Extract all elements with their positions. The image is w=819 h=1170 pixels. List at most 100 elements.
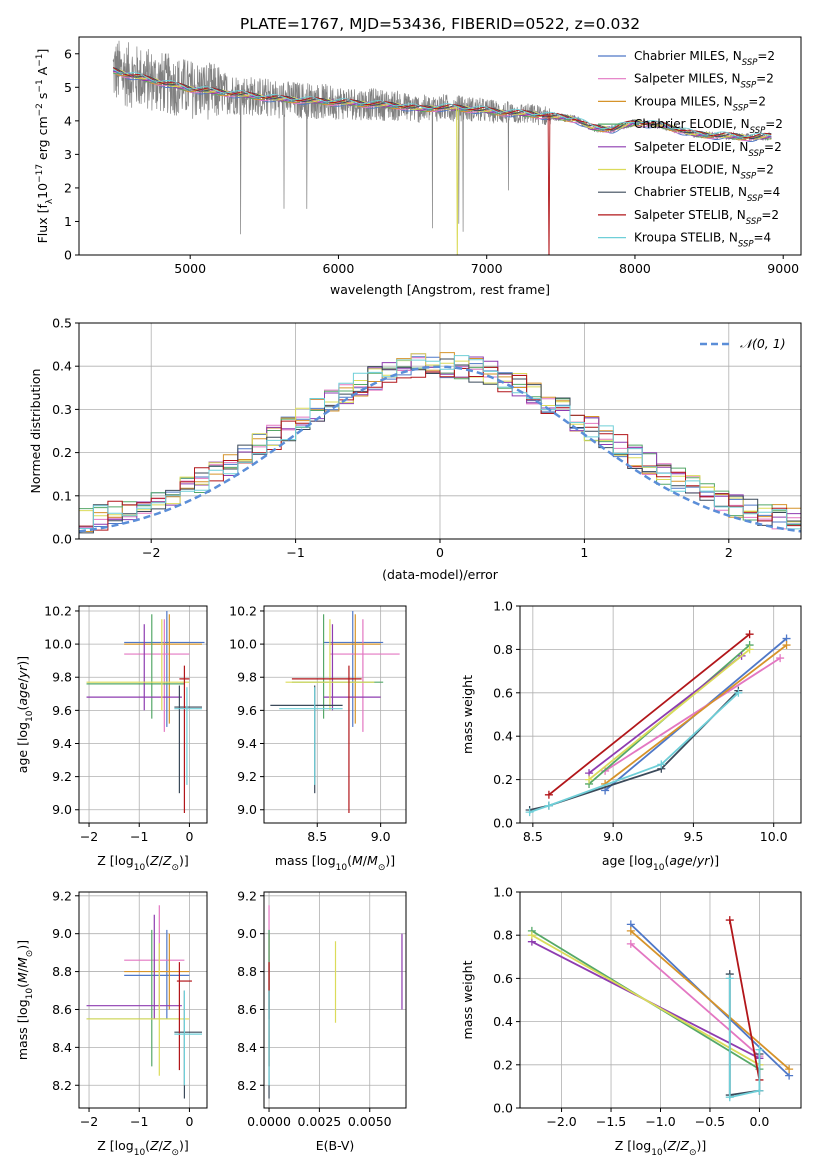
legend-label: Salpeter STELIB, NSSP=2: [634, 208, 779, 227]
y-tick-label: 1: [64, 214, 72, 229]
x-tick-label: 0: [185, 829, 193, 844]
x-tick-label: 0.0000: [247, 1114, 291, 1129]
weight-marker: [527, 931, 536, 940]
weight-line: [630, 943, 760, 1057]
plot-area: [86, 610, 205, 814]
legend-label: Kroupa STELIB, NSSP=4: [634, 231, 771, 250]
y-tick-label: 0.4: [493, 729, 513, 744]
plot-area: [86, 905, 202, 1099]
normal-curve: [79, 365, 801, 533]
y-tick-label: 8.6: [237, 1002, 257, 1017]
y-tick-label: 0.4: [52, 359, 72, 374]
y-tick-label: 9.2: [237, 769, 257, 784]
x-tick-label: 10.0: [760, 829, 788, 844]
mass-vs-ebv-plot: 0.0000 0.0025 0.0050 8.2 8.4 8.6 8.8 9.0 9.2 E(B-…: [237, 888, 407, 1153]
spectrum-model-line: [112, 68, 772, 138]
y-tick-label: 10.2: [229, 603, 257, 618]
x-tick-label: 0: [436, 545, 444, 560]
x-tick-label: 8.5: [307, 829, 327, 844]
x-tick-label: −2: [80, 829, 98, 844]
y-axis-label: Flux [fλ10−17 erg cm−2 s−1 A−1]: [35, 49, 55, 244]
weight-marker: [776, 654, 785, 663]
x-tick-label: 0: [185, 1114, 193, 1129]
y-tick-label: 9.2: [237, 888, 257, 903]
y-tick-label: 0.2: [52, 445, 72, 460]
x-tick-label: 9.5: [683, 829, 703, 844]
x-axis-label: Z [log10(Z/Z⊙)]: [97, 1138, 189, 1158]
legend-label: Salpeter MILES, NSSP=2: [634, 72, 774, 91]
weight-line: [604, 644, 788, 785]
weight-marker: [785, 1065, 794, 1074]
y-tick-label: 9.6: [237, 703, 257, 718]
y-tick-label: 1.0: [493, 885, 513, 900]
x-tick-label: −1: [130, 1114, 148, 1129]
y-tick-label: 9.2: [52, 888, 72, 903]
y-tick-label: 9.8: [237, 670, 257, 685]
weight-line: [604, 657, 781, 772]
y-tick-label: 0.4: [493, 1014, 513, 1029]
grid: [79, 606, 207, 823]
x-tick-label: 9000: [767, 261, 799, 276]
y-axis-label: mass [log10(M/M⊙)]: [15, 940, 35, 1060]
spectrum-plot: 5000 6000 7000 8000 9000 0 1 2 3 4 5 6 wavelength [A…: [35, 36, 802, 297]
weight-marker: [725, 916, 734, 925]
y-tick-label: 0.0: [493, 816, 513, 831]
spectrum-model-line: [113, 72, 772, 140]
x-tick-label: 0.0025: [298, 1114, 342, 1129]
y-tick-label: 3: [64, 147, 72, 162]
x-tick-label: 0.0050: [348, 1114, 392, 1129]
legend-label: Salpeter ELODIE, NSSP=2: [634, 140, 782, 159]
y-tick-label: 8.6: [52, 1002, 72, 1017]
y-tick-label: 9.8: [52, 670, 72, 685]
age-vs-metallicity-plot: −2 −1 0 9.0 9.2 9.4 9.6 9.8 10.0 10.2 Z [log10(Z/Z…: [15, 603, 208, 873]
y-tick-label: 8.2: [237, 1078, 257, 1093]
plot-area: [268, 905, 403, 1099]
y-tick-label: 0.0: [52, 532, 72, 547]
weight-marker: [544, 790, 553, 799]
x-axis-label: Z [log10(Z/Z⊙)]: [615, 1138, 707, 1158]
plot-area: [527, 916, 794, 1102]
x-tick-label: 6000: [323, 261, 355, 276]
y-tick-label: 0.2: [493, 772, 513, 787]
y-tick-label: 1.0: [493, 599, 513, 614]
y-tick-label: 10.2: [44, 603, 72, 618]
axes-frame: [78, 36, 802, 256]
y-tick-label: 9.0: [52, 802, 72, 817]
y-tick-label: 0: [64, 248, 72, 263]
weight-marker: [626, 926, 635, 935]
y-axis-label: Normed distribution: [28, 369, 43, 494]
plot-area: [112, 40, 772, 255]
weight-marker: [755, 1045, 764, 1054]
grid: [264, 606, 406, 823]
x-tick-label: −2: [142, 545, 160, 560]
x-tick-label: 9.0: [603, 829, 623, 844]
y-tick-label: 8.2: [52, 1078, 72, 1093]
grid: [520, 605, 801, 824]
spectrum-data-line: [112, 40, 772, 235]
x-tick-label: 8000: [619, 261, 651, 276]
y-tick-label: 10.0: [229, 637, 257, 652]
weight-line: [630, 930, 790, 1070]
y-axis-label: mass weight: [460, 960, 475, 1039]
x-tick-label: 9.0: [371, 829, 391, 844]
y-tick-label: 9.4: [237, 736, 257, 751]
weight-marker: [745, 630, 754, 639]
y-tick-label: 4: [64, 113, 72, 128]
legend-label: Chabrier MILES, NSSP=2: [634, 49, 775, 68]
x-axis-label: age [log10(age/yr)]: [602, 853, 719, 873]
spectrum-legend: Chabrier MILES, NSSP=2 Salpeter MILES, NS…: [598, 49, 783, 250]
y-tick-label: 0.5: [52, 316, 72, 331]
y-tick-label: 0.3: [52, 402, 72, 417]
y-tick-label: 6: [64, 46, 72, 61]
legend-label: Chabrier STELIB, NSSP=4: [634, 185, 780, 204]
legend-label: Kroupa ELODIE, NSSP=2: [634, 163, 774, 182]
plot-area: [270, 610, 400, 814]
x-axis-label: (data-model)/error: [382, 567, 499, 582]
plot-area: [525, 630, 791, 817]
x-tick-label: 1: [580, 545, 588, 560]
weight-line: [529, 692, 740, 813]
y-tick-label: 0.6: [493, 971, 513, 986]
x-tick-label: 5000: [174, 261, 206, 276]
x-tick-label: −1.0: [645, 1114, 675, 1129]
